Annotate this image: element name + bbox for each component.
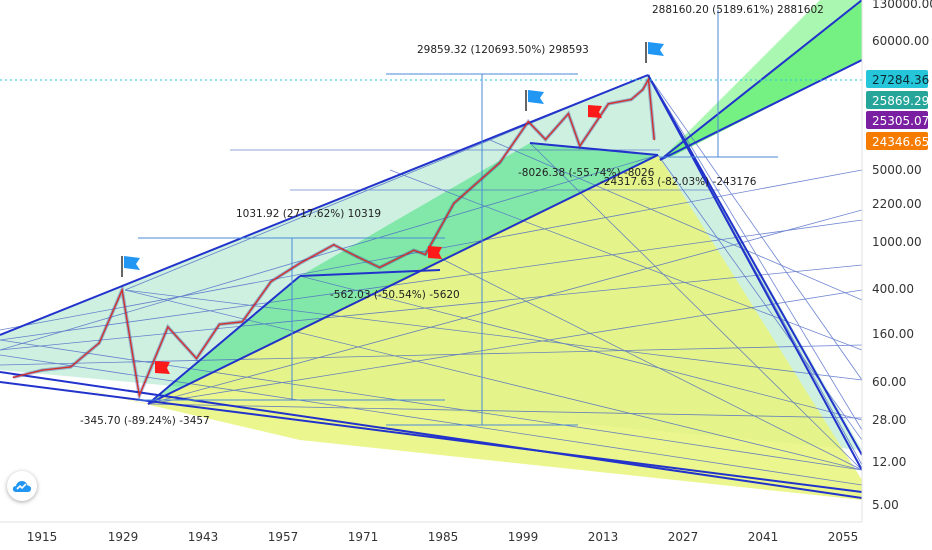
x-tick: 1971 bbox=[348, 530, 379, 544]
annotations: 288160.20 (5189.61%) 2881602 29859.32 (1… bbox=[80, 4, 824, 427]
fan-lines bbox=[0, 74, 862, 486]
annotation-3: 1031.92 (2717.62%) 10319 bbox=[236, 208, 381, 220]
y-tick: 5.00 bbox=[872, 498, 899, 512]
annotation-1: 288160.20 (5189.61%) 2881602 bbox=[652, 4, 824, 16]
series-point bbox=[424, 253, 427, 256]
series-point bbox=[270, 280, 272, 283]
y-axis-ticks: 130000.00 60000.00 5000.00 2200.00 1000.… bbox=[872, 0, 932, 512]
annotation-6: -8026.38 (-55.74%) -8026 bbox=[518, 167, 655, 179]
y-tick: 28.00 bbox=[872, 413, 906, 427]
series-point bbox=[567, 112, 570, 115]
series-point bbox=[195, 357, 198, 360]
x-tick: 1915 bbox=[27, 530, 58, 544]
series-point bbox=[607, 103, 610, 105]
x-axis-panel bbox=[0, 522, 932, 550]
y-tick: 400.00 bbox=[872, 282, 914, 296]
series-point bbox=[167, 326, 169, 328]
series-point bbox=[453, 202, 455, 205]
series-point bbox=[653, 138, 655, 141]
y-tick: 130000.00 bbox=[872, 0, 932, 11]
x-tick: 1957 bbox=[268, 530, 299, 544]
series-point bbox=[642, 88, 644, 91]
x-tick: 1985 bbox=[428, 530, 459, 544]
series-point bbox=[12, 376, 15, 379]
y-tick: 12.00 bbox=[872, 455, 906, 469]
red-flag-icon bbox=[155, 361, 170, 374]
red-flag-icon bbox=[428, 246, 442, 259]
price-label-25305: 25305.07 bbox=[866, 111, 929, 129]
y-tick: 160.00 bbox=[872, 327, 914, 341]
flag-icon bbox=[528, 90, 544, 104]
annotation-5: -345.70 (-89.24%) -3457 bbox=[80, 415, 210, 427]
x-tick: 2055 bbox=[828, 530, 859, 544]
tradingview-logo-button[interactable] bbox=[7, 471, 37, 501]
series-point bbox=[69, 366, 72, 368]
y-tick: 2200.00 bbox=[872, 197, 922, 211]
price-label-text: 24346.65 bbox=[872, 135, 929, 149]
price-label-25869: 25869.29 bbox=[866, 91, 929, 109]
price-label-text: 27284.36 bbox=[872, 73, 929, 87]
x-axis-ticks: 1915 1929 1943 1957 1971 1985 1999 2013 … bbox=[27, 530, 859, 544]
annotation-4: -562.03 (-50.54%) -5620 bbox=[330, 289, 460, 301]
price-label-text: 25305.07 bbox=[872, 114, 929, 128]
y-tick: 1000.00 bbox=[872, 235, 922, 249]
annotation-2: 29859.32 (120693.50%) 298593 bbox=[417, 44, 589, 56]
series-point bbox=[413, 249, 415, 252]
series-point bbox=[138, 394, 141, 397]
series-point bbox=[498, 162, 501, 164]
series-point bbox=[241, 321, 244, 323]
flag-icon bbox=[124, 256, 140, 270]
y-tick: 60000.00 bbox=[872, 34, 929, 48]
price-series bbox=[12, 73, 656, 402]
cloud-chart-icon bbox=[12, 481, 32, 492]
series-line bbox=[13, 77, 655, 399]
x-tick: 2013 bbox=[588, 530, 619, 544]
series-point bbox=[333, 244, 335, 246]
flag-1929 bbox=[121, 256, 140, 277]
series-point bbox=[218, 323, 221, 326]
series-point bbox=[298, 262, 301, 265]
measure-guides bbox=[0, 10, 862, 426]
x-tick: 2027 bbox=[668, 530, 699, 544]
price-label-27284: 27284.36 bbox=[866, 70, 929, 88]
middle-band-fill bbox=[148, 143, 658, 404]
x-tick: 1943 bbox=[188, 530, 219, 544]
price-label-text: 25869.29 bbox=[872, 94, 929, 108]
series-point bbox=[630, 98, 633, 101]
series-point bbox=[355, 255, 358, 258]
flag-1999 bbox=[525, 90, 544, 111]
series-point bbox=[544, 138, 547, 141]
y-tick: 60.00 bbox=[872, 375, 906, 389]
series-point bbox=[647, 78, 650, 81]
series-point bbox=[378, 266, 381, 269]
x-tick: 1999 bbox=[508, 530, 539, 544]
series-point bbox=[98, 342, 100, 344]
flag-2020 bbox=[645, 42, 664, 63]
series-point bbox=[527, 120, 530, 123]
y-tick: 5000.00 bbox=[872, 163, 922, 177]
series-point bbox=[41, 369, 43, 372]
series-point bbox=[121, 289, 123, 291]
price-label-24346: 24346.65 bbox=[866, 132, 929, 150]
red-flag-icon bbox=[588, 105, 602, 118]
series-point bbox=[579, 145, 581, 147]
x-tick: 1929 bbox=[108, 530, 139, 544]
x-tick: 2041 bbox=[748, 530, 779, 544]
annotation-7: -24317.63 (-82.03%) -243176 bbox=[600, 176, 757, 188]
flag-icon bbox=[648, 42, 664, 56]
